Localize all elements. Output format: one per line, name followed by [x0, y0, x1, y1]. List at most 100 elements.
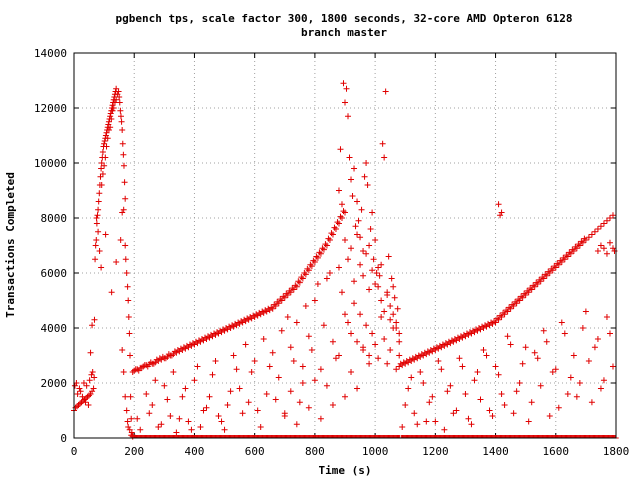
data-point: [360, 344, 367, 351]
data-point: [546, 413, 553, 419]
data-point: [354, 385, 361, 392]
data-point: [457, 333, 464, 340]
data-point: [120, 162, 127, 169]
data-point: [588, 231, 595, 238]
data-point: [519, 360, 526, 367]
chart-title: pgbench tps, scale factor 300, 1800 seco…: [116, 12, 573, 25]
data-point: [283, 290, 290, 297]
data-point: [370, 256, 377, 263]
data-point: [375, 355, 382, 362]
data-point: [149, 402, 156, 408]
data-point: [197, 424, 204, 430]
data-point: [257, 424, 264, 430]
data-point: [372, 237, 379, 243]
data-point: [518, 293, 525, 300]
data-point: [426, 399, 433, 406]
data-point: [611, 248, 618, 254]
data-point: [417, 369, 424, 375]
data-point: [534, 281, 541, 287]
data-point: [93, 215, 100, 221]
data-point: [600, 245, 607, 252]
data-point: [575, 241, 582, 248]
data-point: [217, 327, 224, 334]
data-point: [159, 353, 166, 360]
data-point: [153, 356, 160, 363]
data-point: [483, 352, 490, 359]
data-point: [459, 363, 466, 370]
data-point: [384, 360, 391, 367]
data-point: [173, 429, 180, 436]
y-tick-label: 10000: [34, 157, 67, 170]
data-point: [451, 336, 458, 342]
data-point: [314, 254, 321, 261]
data-point: [560, 254, 567, 261]
data-point: [108, 116, 115, 122]
data-point: [346, 154, 353, 161]
data-point: [302, 271, 309, 278]
data-point: [576, 380, 583, 386]
data-point: [567, 250, 574, 257]
data-point: [576, 242, 583, 249]
data-point: [504, 308, 511, 315]
data-point: [177, 345, 184, 352]
data-point: [317, 415, 324, 422]
data-point: [281, 413, 288, 419]
data-point: [510, 410, 517, 417]
plot-frame: [73, 52, 617, 439]
data-point: [433, 344, 440, 351]
data-point: [329, 338, 336, 345]
data-point: [600, 377, 607, 384]
data-point: [513, 388, 520, 395]
data-point: [403, 358, 410, 364]
x-tick-label: 1200: [422, 445, 449, 458]
data-point: [497, 312, 504, 319]
data-point: [430, 345, 437, 352]
data-point: [503, 307, 510, 314]
data-point: [349, 193, 356, 199]
data-point: [501, 402, 508, 408]
data-point: [387, 316, 394, 323]
data-point: [121, 179, 128, 186]
y-tick-label: 0: [60, 432, 67, 445]
data-point: [171, 348, 178, 355]
data-point: [438, 366, 445, 373]
data-point: [366, 286, 373, 293]
data-point: [220, 326, 227, 333]
data-point: [390, 325, 397, 331]
data-point: [381, 336, 388, 342]
data-point: [274, 298, 281, 305]
data-point: [311, 377, 318, 384]
data-point: [105, 127, 112, 133]
data-point: [162, 355, 169, 362]
data-point: [250, 312, 257, 319]
data-point: [107, 124, 114, 131]
data-point: [76, 385, 83, 392]
data-point: [329, 402, 336, 408]
data-point: [354, 198, 361, 205]
data-point: [495, 371, 502, 378]
data-point: [528, 399, 535, 406]
chart-subtitle: branch master: [301, 26, 387, 39]
data-point: [415, 352, 422, 359]
x-tick-label: 400: [185, 445, 205, 458]
data-point: [280, 293, 287, 300]
data-point: [143, 391, 150, 397]
data-point: [74, 391, 81, 397]
data-point: [245, 399, 252, 406]
data-point: [375, 283, 382, 290]
data-point: [582, 308, 589, 315]
y-axis-title: Transactions Completed: [4, 172, 17, 318]
x-tick-label: 1400: [482, 445, 509, 458]
x-tick-label: 600: [245, 445, 265, 458]
data-point: [215, 413, 222, 419]
data-point: [77, 400, 84, 407]
data-point: [93, 220, 100, 227]
data-point: [152, 377, 159, 384]
data-point: [369, 209, 376, 216]
data-point: [578, 238, 585, 245]
data-point: [379, 140, 386, 147]
data-point: [561, 330, 568, 337]
data-point: [507, 305, 514, 312]
data-point: [340, 208, 347, 215]
data-point: [469, 327, 476, 334]
